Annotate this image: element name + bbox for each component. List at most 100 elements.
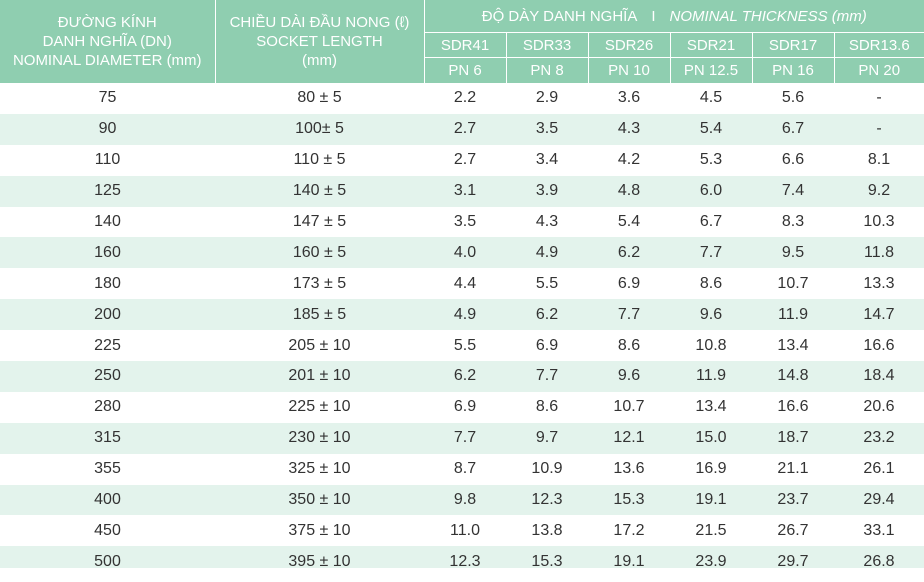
thickness-cell: 13.4	[752, 330, 834, 362]
thickness-cell: 6.7	[670, 206, 752, 238]
thickness-cell: 23.7	[752, 484, 834, 516]
thickness-cell: 9.7	[506, 422, 588, 454]
thickness-cell: 5.4	[588, 206, 670, 238]
table-row: 180 173 ± 5 4.4 5.5 6.9 8.6 10.7 13.3	[0, 268, 924, 300]
table-row: 225 205 ± 10 5.5 6.9 8.6 10.8 13.4 16.6	[0, 330, 924, 362]
thickness-cell: 3.4	[506, 144, 588, 176]
socket-length-cell: 225 ± 10	[215, 391, 424, 423]
diameter-header: ĐƯỜNG KÍNH DANH NGHĨA (DN) NOMINAL DIAME…	[0, 0, 216, 83]
socket-length-cell: 80 ± 5	[215, 83, 424, 114]
socket-length-cell: 185 ± 5	[215, 299, 424, 331]
thickness-cell: 5.5	[506, 268, 588, 300]
thickness-header-en: NOMINAL THICKNESS (mm)	[669, 7, 867, 25]
table-row: 450 375 ± 10 11.0 13.8 17.2 21.5 26.7 33.1	[0, 515, 924, 547]
thickness-cell: 9.8	[424, 484, 506, 516]
socket-length-cell: 110 ± 5	[215, 144, 424, 176]
diameter-header-line: DANH NGHĨA (DN)	[42, 33, 172, 50]
thickness-cell: 7.7	[588, 299, 670, 331]
thickness-cell: 8.3	[752, 206, 834, 238]
thickness-cell: 9.2	[834, 175, 924, 207]
table-header: ĐƯỜNG KÍNH DANH NGHĨA (DN) NOMINAL DIAME…	[0, 0, 924, 83]
pn-header-cell: PN 10	[588, 57, 671, 83]
thickness-cell: 4.3	[506, 206, 588, 238]
diameter-cell: 280	[0, 391, 215, 423]
socket-length-cell: 201 ± 10	[215, 361, 424, 392]
thickness-cell: 4.3	[588, 113, 670, 145]
table-row: 400 350 ± 10 9.8 12.3 15.3 19.1 23.7 29.4	[0, 484, 924, 516]
thickness-cell: 10.7	[752, 268, 834, 300]
thickness-cell: 19.1	[670, 484, 752, 516]
thickness-cell: 29.4	[834, 484, 924, 516]
thickness-cell: 6.9	[588, 268, 670, 300]
thickness-cell: 8.6	[506, 391, 588, 423]
thickness-cell: 11.8	[834, 237, 924, 269]
thickness-cell: 14.8	[752, 361, 834, 392]
socket-length-cell: 350 ± 10	[215, 484, 424, 516]
sdr-header-cell: SDR33	[506, 32, 589, 58]
diameter-cell: 355	[0, 453, 215, 485]
thickness-cell: 6.7	[752, 113, 834, 145]
thickness-cell: 6.2	[424, 361, 506, 392]
diameter-cell: 400	[0, 484, 215, 516]
thickness-cell: 2.9	[506, 83, 588, 114]
thickness-cell: 14.7	[834, 299, 924, 331]
thickness-cell: 11.9	[752, 299, 834, 331]
socket-length-cell: 160 ± 5	[215, 237, 424, 269]
thickness-header-separator: I	[651, 7, 656, 25]
socket-length-header: CHIỀU DÀI ĐẦU NONG (ℓ) SOCKET LENGTH (mm…	[215, 0, 425, 83]
thickness-cell: 7.7	[670, 237, 752, 269]
socket-length-cell: 100± 5	[215, 113, 424, 145]
thickness-cell: 21.5	[670, 515, 752, 547]
thickness-cell: 5.3	[670, 144, 752, 176]
socket-header-line: (mm)	[302, 52, 337, 69]
thickness-cell: 3.6	[588, 83, 670, 114]
thickness-cell: 6.2	[506, 299, 588, 331]
thickness-cell: 15.0	[670, 422, 752, 454]
pn-header-cell: PN 6	[424, 57, 507, 83]
sdr-header-cell: SDR21	[670, 32, 753, 58]
thickness-cell: 7.7	[424, 422, 506, 454]
socket-length-cell: 140 ± 5	[215, 175, 424, 207]
thickness-cell: 2.2	[424, 83, 506, 114]
thickness-cell: 33.1	[834, 515, 924, 547]
diameter-header-line: NOMINAL DIAMETER (mm)	[12, 52, 202, 69]
diameter-cell: 200	[0, 299, 215, 331]
table-row: 280 225 ± 10 6.9 8.6 10.7 13.4 16.6 20.6	[0, 391, 924, 423]
thickness-cell: 4.2	[588, 144, 670, 176]
thickness-cell: 10.7	[588, 391, 670, 423]
socket-length-cell: 205 ± 10	[215, 330, 424, 362]
pn-header-row: PN 6 PN 8 PN 10 PN 12.5 PN 16 PN 20	[0, 57, 924, 83]
thickness-cell: 5.6	[752, 83, 834, 114]
pn-header-cell: PN 8	[506, 57, 589, 83]
thickness-cell: 20.6	[834, 391, 924, 423]
page-bottom-margin	[0, 568, 924, 582]
thickness-cell: 10.3	[834, 206, 924, 238]
pn-header-cell: PN 16	[752, 57, 835, 83]
table-row: 140 147 ± 5 3.5 4.3 5.4 6.7 8.3 10.3	[0, 206, 924, 238]
thickness-cell: 12.1	[588, 422, 670, 454]
diameter-cell: 450	[0, 515, 215, 547]
table-row: 125 140 ± 5 3.1 3.9 4.8 6.0 7.4 9.2	[0, 175, 924, 207]
thickness-cell: 3.1	[424, 175, 506, 207]
thickness-header: ĐỘ DÀY DANH NGHĨA I NOMINAL THICKNESS (mm)	[424, 0, 924, 33]
thickness-cell: 16.6	[834, 330, 924, 362]
thickness-cell: 13.6	[588, 453, 670, 485]
thickness-cell: 8.6	[588, 330, 670, 362]
thickness-cell: 10.9	[506, 453, 588, 485]
thickness-cell: 18.7	[752, 422, 834, 454]
thickness-cell: 12.3	[506, 484, 588, 516]
thickness-cell: 4.0	[424, 237, 506, 269]
thickness-cell: 2.7	[424, 144, 506, 176]
table-row: 160 160 ± 5 4.0 4.9 6.2 7.7 9.5 11.8	[0, 237, 924, 269]
socket-length-cell: 147 ± 5	[215, 206, 424, 238]
thickness-cell: 4.5	[670, 83, 752, 114]
thickness-cell: 6.2	[588, 237, 670, 269]
table-row: 75 80 ± 5 2.2 2.9 3.6 4.5 5.6-	[0, 83, 924, 114]
thickness-cell: 18.4	[834, 361, 924, 392]
thickness-cell: 5.5	[424, 330, 506, 362]
sdr-header-row: SDR41 SDR33 SDR26 SDR21 SDR17 SDR13.6	[0, 32, 924, 58]
thickness-cell: 9.5	[752, 237, 834, 269]
thickness-cell: 6.9	[424, 391, 506, 423]
thickness-cell: 10.8	[670, 330, 752, 362]
